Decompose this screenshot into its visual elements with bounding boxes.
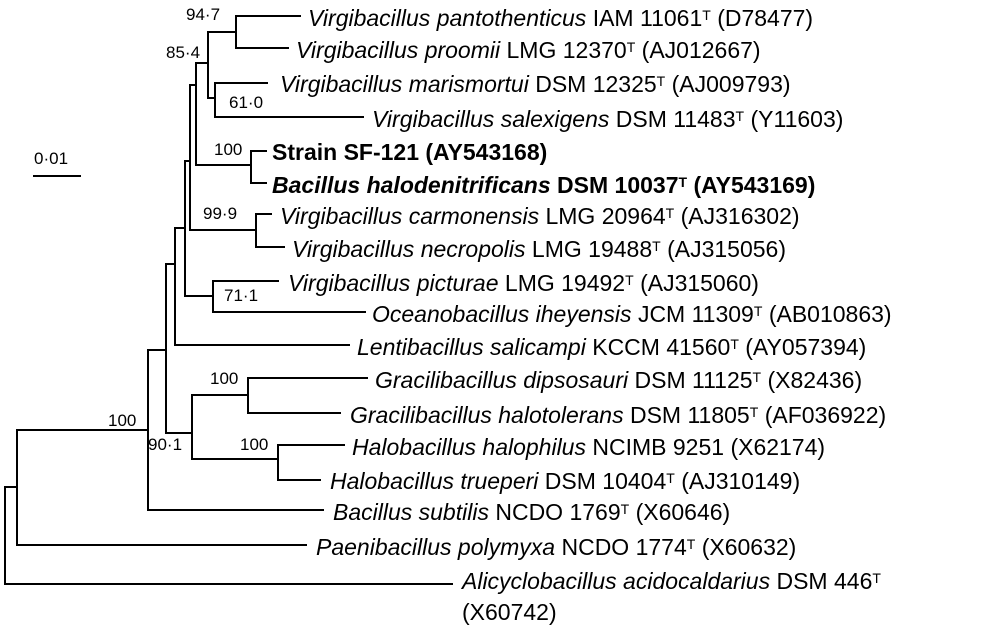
taxon-label-highlighted: Bacillus halodenitrificans DSM 10037T (A… — [272, 172, 816, 198]
taxon-label: Alicyclobacillus acidocaldarius DSM 446T — [462, 568, 881, 594]
taxon-label: Virgibacillus necropolis LMG 19488T (AJ3… — [292, 236, 786, 262]
taxon-label: Gracilibacillus dipsosauri DSM 11125T (X… — [375, 367, 863, 393]
taxon-label: Virgibacillus pantothenticus IAM 11061T … — [308, 5, 814, 31]
bootstrap-value: 100 — [108, 411, 137, 430]
taxon-label: Virgibacillus picturae LMG 19492T (AJ315… — [288, 270, 759, 296]
bootstrap-value: 100 — [210, 369, 239, 388]
taxon-label: Halobacillus halophilus NCIMB 9251 (X621… — [352, 434, 826, 460]
taxon-label-highlighted: Strain SF-121 (AY543168) — [272, 139, 548, 165]
taxon-label: Virgibacillus salexigens DSM 11483T (Y11… — [372, 106, 844, 132]
bootstrap-value: 90·1 — [148, 435, 183, 454]
taxon-label: Oceanobacillus iheyensis JCM 11309T (AB0… — [372, 301, 892, 327]
bootstrap-value: 100 — [214, 140, 243, 159]
taxon-accession: (X60742) — [462, 599, 557, 625]
bootstrap-value: 61·0 — [229, 93, 264, 112]
taxon-label: Virgibacillus marismortui DSM 12325T (AJ… — [280, 71, 791, 97]
bootstrap-value: 85·4 — [166, 43, 201, 62]
taxon-label: Bacillus subtilis NCDO 1769T (X60646) — [333, 499, 731, 525]
bootstrap-value: 99·9 — [203, 204, 238, 223]
bootstrap-value: 94·7 — [186, 5, 221, 24]
taxon-label: Lentibacillus salicampi KCCM 41560T (AY0… — [357, 334, 867, 360]
taxon-label: Paenibacillus polymyxa NCDO 1774T (X6063… — [316, 534, 797, 560]
bootstrap-value: 71·1 — [224, 286, 259, 305]
scale-bar-label: 0·01 — [34, 149, 69, 168]
bootstrap-value: 100 — [240, 435, 269, 454]
taxon-label: Virgibacillus carmonensis LMG 20964T (AJ… — [280, 203, 800, 229]
taxon-label: Virgibacillus proomii LMG 12370T (AJ0126… — [296, 37, 761, 63]
taxon-label: Halobacillus trueperi DSM 10404T (AJ3101… — [330, 468, 801, 494]
taxon-label: Gracilibacillus halotolerans DSM 11805T … — [350, 402, 887, 428]
